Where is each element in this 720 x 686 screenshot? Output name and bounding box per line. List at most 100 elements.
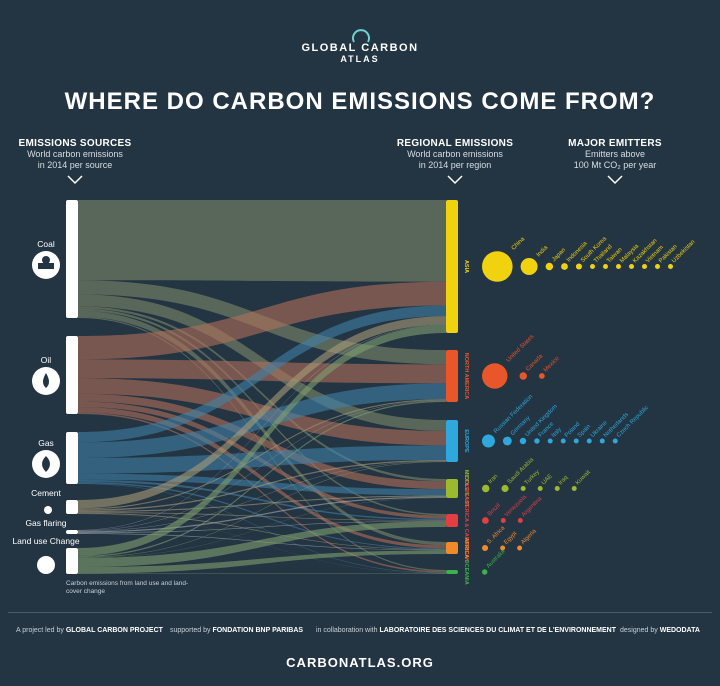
flow-gas-europe bbox=[78, 445, 446, 474]
emitter-label: Japan bbox=[551, 247, 567, 263]
emitter-label: Canada bbox=[525, 353, 545, 373]
emitter-bubble bbox=[500, 545, 506, 551]
flow-oil-africa bbox=[78, 406, 446, 549]
sources-heading: EMISSIONS SOURCES bbox=[18, 138, 132, 149]
regions-header: REGIONAL EMISSIONS World carbon emission… bbox=[380, 138, 530, 171]
source-label-flaring: Gas flaring bbox=[25, 518, 66, 528]
flow-gas-asia bbox=[78, 305, 446, 443]
chevron-down-icon bbox=[447, 175, 463, 185]
region-bar-asia bbox=[446, 200, 458, 333]
flow-cement-asia bbox=[78, 316, 446, 509]
emitter-label: Egypt bbox=[503, 531, 518, 546]
flow-oil-oceania bbox=[78, 412, 446, 573]
emitter-bubble bbox=[575, 263, 582, 270]
land-use-note: Carbon emissions from land use and land-… bbox=[66, 580, 189, 595]
footer-supported: supported by FONDATION BNP PARIBAS bbox=[170, 627, 304, 634]
sankey-diagram: Coal Oil Gas Cement Gas flaring Land use Chan… bbox=[12, 200, 696, 585]
logo-line2: ATLAS bbox=[340, 54, 380, 64]
emitter-label: Australia bbox=[486, 548, 507, 569]
region-bar-africa bbox=[446, 542, 458, 554]
site-url[interactable]: CARBONATLAS.ORG bbox=[286, 655, 434, 670]
emitter-bubble bbox=[629, 264, 634, 269]
flow-landuse-me bbox=[78, 497, 446, 558]
emitter-bubble bbox=[482, 251, 513, 282]
coal-cart-glyph bbox=[38, 263, 54, 269]
emitter-label: Kuwait bbox=[575, 469, 592, 486]
emitter-label: Turkey bbox=[524, 469, 541, 486]
flow-cement-me bbox=[78, 495, 446, 513]
emitter-bubble bbox=[603, 264, 608, 269]
flow-flaring-me bbox=[78, 496, 446, 533]
flow-gas-na bbox=[78, 383, 446, 458]
emitter-bubble bbox=[502, 436, 512, 446]
region-label-oceania: OCEANIA bbox=[463, 559, 469, 584]
flow-flaring-europe bbox=[78, 461, 446, 532]
emitter-bubble bbox=[482, 569, 488, 575]
emitter-label: India bbox=[536, 245, 550, 259]
region-bar-me bbox=[446, 479, 458, 498]
sources-sub1: World carbon emissions bbox=[27, 149, 123, 159]
emitters-sub1: Emitters above bbox=[584, 149, 646, 159]
sources-sub2: in 2014 per source bbox=[37, 160, 113, 170]
source-bar-coal bbox=[66, 200, 78, 318]
emitter-bubble bbox=[590, 264, 595, 269]
emitter-bubble bbox=[586, 438, 592, 444]
flow-landuse-asia bbox=[78, 325, 446, 556]
emitter-bubble bbox=[501, 484, 509, 493]
emitters-header: MAJOR EMITTERS Emitters above 100 Mt CO₂… bbox=[540, 138, 690, 171]
emitter-bubble bbox=[655, 264, 660, 269]
flow-gas-oceania bbox=[78, 483, 446, 574]
region-bar-latam bbox=[446, 514, 458, 527]
sources-header: EMISSIONS SOURCES World carbon emissions… bbox=[0, 138, 150, 171]
emitter-bubble bbox=[520, 485, 526, 492]
source-label-oil: Oil bbox=[41, 355, 52, 365]
land-use-icon bbox=[37, 556, 55, 574]
footer-collab: in collaboration with LABORATOIRE DES SC… bbox=[316, 627, 617, 634]
flows bbox=[78, 200, 446, 574]
footer-divider bbox=[8, 612, 712, 613]
flow-cement-africa bbox=[78, 512, 446, 550]
source-bar-cement bbox=[66, 500, 78, 514]
flow-coal-me bbox=[78, 306, 446, 482]
emitter-bubble bbox=[517, 545, 523, 551]
emitter-bubble bbox=[616, 264, 621, 269]
emitters-sub2: 100 Mt CO₂ per year bbox=[573, 160, 657, 170]
region-bar-europe bbox=[446, 420, 458, 462]
source-bar-landuse bbox=[66, 548, 78, 574]
cement-icon bbox=[44, 506, 52, 514]
emitter-bubble bbox=[482, 544, 489, 552]
emitter-label: Italy bbox=[551, 427, 563, 439]
emitter-bubble bbox=[560, 438, 566, 444]
emitter-label: China bbox=[511, 236, 527, 252]
source-bar-flaring bbox=[66, 530, 78, 534]
region-label-na: NORTH AMERICA bbox=[463, 353, 469, 400]
emitter-bubble bbox=[612, 438, 618, 444]
gas-flame-glyph bbox=[42, 456, 50, 472]
emitter-label: Brazil bbox=[487, 503, 502, 518]
chevron-down-icon bbox=[607, 175, 623, 185]
source-label-landuse: Land use Change bbox=[12, 536, 79, 546]
emitter-bubble bbox=[500, 518, 506, 523]
region-label-asia: ASIA bbox=[463, 260, 469, 273]
emitter-label: Iraq bbox=[558, 475, 570, 487]
emitter-bubble bbox=[599, 438, 605, 444]
flow-landuse-africa bbox=[78, 550, 446, 574]
emitter-bubble bbox=[538, 373, 545, 379]
emitter-bubble bbox=[482, 434, 495, 448]
emitter-bubble bbox=[517, 518, 523, 523]
emitter-bubble bbox=[545, 262, 554, 271]
flow-oil-asia bbox=[78, 281, 446, 360]
emitter-bubble bbox=[561, 263, 568, 270]
emitter-bubble bbox=[519, 437, 527, 445]
regions-sub2: in 2014 per region bbox=[418, 160, 492, 170]
region-label-latam: LATIN AMERICA & CARIBBEAN bbox=[463, 479, 469, 562]
page-title: WHERE DO CARBON EMISSIONS COME FROM? bbox=[64, 88, 656, 115]
emitter-label: Algeria bbox=[520, 528, 538, 546]
emitter-label: United States bbox=[506, 334, 536, 364]
regions-sub1: World carbon emissions bbox=[407, 149, 503, 159]
flow-gas-me bbox=[78, 473, 446, 496]
emitter-label: UAE bbox=[541, 473, 554, 486]
flow-landuse-europe bbox=[78, 461, 446, 558]
flow-gas-latam bbox=[78, 479, 446, 521]
emitter-bubble bbox=[547, 438, 553, 444]
